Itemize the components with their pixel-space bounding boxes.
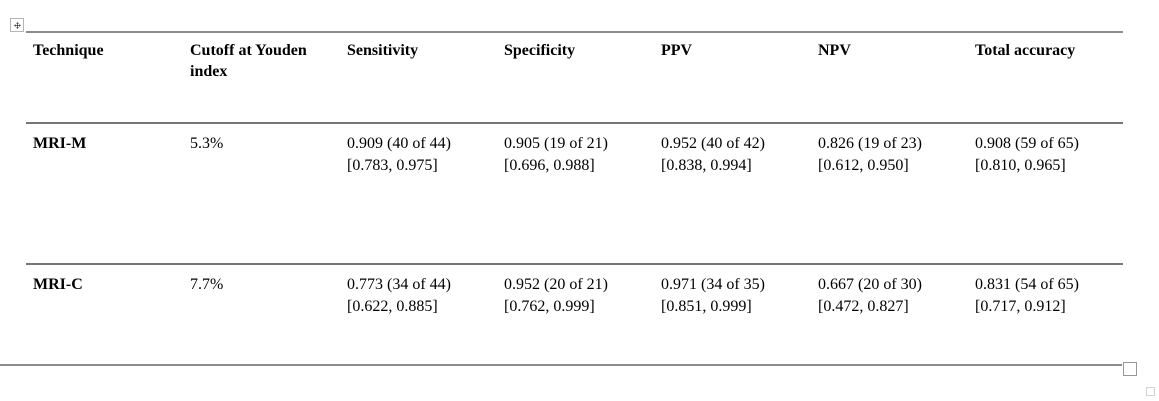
metric-estimate: 0.667 (20 of 30) xyxy=(818,276,922,293)
metric-ci: [0.838, 0.994] xyxy=(661,156,752,174)
specificity-value: 0.905 (19 of 21) [0.696, 0.988] xyxy=(497,133,654,263)
ppv-value: 0.971 (34 of 35) [0.851, 0.999] xyxy=(654,274,811,364)
header-total-accuracy: Total accuracy xyxy=(975,42,1076,59)
cutoff-value: 5.3% xyxy=(190,135,224,152)
cutoff-value: 7.7% xyxy=(190,276,224,293)
table-header-row: Technique Cutoff at Youden index Sensiti… xyxy=(26,33,1123,124)
technique-value: MRI-C xyxy=(33,276,83,293)
metric-estimate: 0.826 (19 of 23) xyxy=(818,135,922,152)
total-accuracy-value: 0.908 (59 of 65) [0.810, 0.965] xyxy=(968,133,1123,263)
header-technique: Technique xyxy=(33,42,104,59)
metric-ci: [0.696, 0.988] xyxy=(504,156,595,174)
metric-ci: [0.472, 0.827] xyxy=(818,297,909,315)
metric-estimate: 0.952 (40 of 42) xyxy=(661,135,765,152)
header-ppv: PPV xyxy=(661,42,693,59)
metric-estimate: 0.952 (20 of 21) xyxy=(504,276,608,293)
table-resize-handle[interactable] xyxy=(1123,362,1137,376)
metric-ci: [0.622, 0.885] xyxy=(347,297,438,315)
technique-value: MRI-M xyxy=(33,135,87,152)
sensitivity-value: 0.909 (40 of 44) [0.783, 0.975] xyxy=(340,133,497,263)
results-table: Technique Cutoff at Youden index Sensiti… xyxy=(26,31,1123,364)
metric-ci: [0.612, 0.950] xyxy=(818,156,909,174)
npv-value: 0.826 (19 of 23) [0.612, 0.950] xyxy=(811,133,968,263)
metric-estimate: 0.773 (34 of 44) xyxy=(347,276,451,293)
metric-estimate: 0.905 (19 of 21) xyxy=(504,135,608,152)
header-cutoff: Cutoff at Youden index xyxy=(190,42,307,80)
metric-ci: [0.762, 0.999] xyxy=(504,297,595,315)
total-accuracy-value: 0.831 (54 of 65) [0.717, 0.912] xyxy=(968,274,1123,364)
specificity-value: 0.952 (20 of 21) [0.762, 0.999] xyxy=(497,274,654,364)
move-icon xyxy=(13,21,22,30)
sensitivity-value: 0.773 (34 of 44) [0.622, 0.885] xyxy=(340,274,497,364)
table-row: MRI-M 5.3% 0.909 (40 of 44) [0.783, 0.97… xyxy=(26,124,1123,265)
table-bottom-rule xyxy=(0,364,1122,366)
metric-ci: [0.851, 0.999] xyxy=(661,297,752,315)
metric-estimate: 0.908 (59 of 65) xyxy=(975,135,1079,152)
table-row: MRI-C 7.7% 0.773 (34 of 44) [0.622, 0.88… xyxy=(26,265,1123,364)
metric-ci: [0.810, 0.965] xyxy=(975,156,1066,174)
header-sensitivity: Sensitivity xyxy=(347,42,419,59)
ppv-value: 0.952 (40 of 42) [0.838, 0.994] xyxy=(654,133,811,263)
table-move-handle[interactable] xyxy=(10,18,24,32)
page-corner-mark xyxy=(1146,387,1155,396)
header-specificity: Specificity xyxy=(504,42,576,59)
metric-ci: [0.783, 0.975] xyxy=(347,156,438,174)
metric-ci: [0.717, 0.912] xyxy=(975,297,1066,315)
header-npv: NPV xyxy=(818,42,851,59)
metric-estimate: 0.971 (34 of 35) xyxy=(661,276,765,293)
npv-value: 0.667 (20 of 30) [0.472, 0.827] xyxy=(811,274,968,364)
metric-estimate: 0.831 (54 of 65) xyxy=(975,276,1079,293)
metric-estimate: 0.909 (40 of 44) xyxy=(347,135,451,152)
